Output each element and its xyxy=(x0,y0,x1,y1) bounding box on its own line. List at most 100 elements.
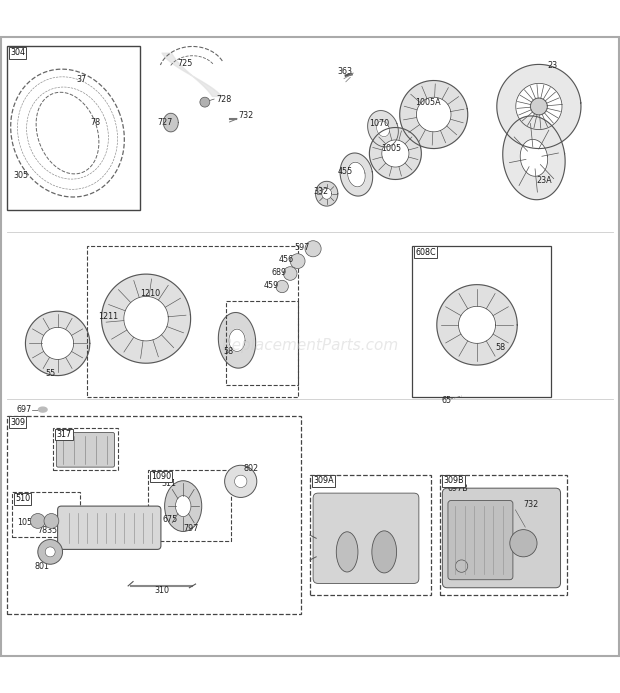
Text: 597: 597 xyxy=(294,243,310,252)
Text: 727: 727 xyxy=(448,565,463,574)
Text: 65: 65 xyxy=(442,396,452,405)
Text: 510: 510 xyxy=(15,494,30,503)
Polygon shape xyxy=(25,311,90,376)
Text: 363: 363 xyxy=(338,67,353,76)
Polygon shape xyxy=(316,182,338,206)
Polygon shape xyxy=(340,153,373,196)
Polygon shape xyxy=(229,329,245,351)
Bar xyxy=(148,471,231,541)
Circle shape xyxy=(45,547,55,557)
Text: 58: 58 xyxy=(223,347,234,356)
Polygon shape xyxy=(376,121,389,137)
Circle shape xyxy=(38,540,63,564)
Text: 309B: 309B xyxy=(443,476,464,485)
Text: 802: 802 xyxy=(243,464,259,473)
Text: 608C: 608C xyxy=(415,247,436,256)
Text: 513: 513 xyxy=(51,527,66,536)
Polygon shape xyxy=(417,97,451,132)
Text: 317: 317 xyxy=(56,430,71,439)
Polygon shape xyxy=(370,128,422,179)
Polygon shape xyxy=(348,162,365,187)
Ellipse shape xyxy=(175,495,191,516)
Text: 309: 309 xyxy=(10,418,25,427)
Text: 455: 455 xyxy=(337,167,352,176)
Polygon shape xyxy=(531,98,547,115)
Bar xyxy=(440,475,567,595)
Text: 725: 725 xyxy=(177,59,192,68)
Bar xyxy=(226,301,298,385)
Text: 727: 727 xyxy=(157,118,172,127)
Polygon shape xyxy=(38,407,47,412)
Bar xyxy=(310,475,431,595)
Text: 1005A: 1005A xyxy=(415,98,441,107)
Text: 1070: 1070 xyxy=(369,119,389,128)
Text: 801: 801 xyxy=(35,561,50,570)
Polygon shape xyxy=(368,111,398,147)
Polygon shape xyxy=(36,92,99,174)
Circle shape xyxy=(283,267,297,280)
Ellipse shape xyxy=(165,481,202,532)
Text: 23: 23 xyxy=(547,60,557,69)
Polygon shape xyxy=(516,83,562,130)
Text: 697B: 697B xyxy=(448,484,468,493)
Text: 728: 728 xyxy=(216,94,231,103)
Polygon shape xyxy=(503,116,565,200)
Polygon shape xyxy=(124,297,169,341)
Text: 459: 459 xyxy=(264,281,279,290)
Text: 1051: 1051 xyxy=(17,518,38,527)
Circle shape xyxy=(44,514,59,528)
Text: 732: 732 xyxy=(239,112,254,121)
Polygon shape xyxy=(400,80,467,148)
Text: 675: 675 xyxy=(163,515,178,524)
Circle shape xyxy=(224,465,257,498)
Circle shape xyxy=(276,280,288,292)
Text: 689: 689 xyxy=(272,267,287,277)
Circle shape xyxy=(290,254,305,269)
Polygon shape xyxy=(520,139,547,176)
Text: 783: 783 xyxy=(38,527,53,536)
Polygon shape xyxy=(497,64,581,148)
Bar xyxy=(412,245,551,397)
Bar xyxy=(7,46,140,211)
Text: 309A: 309A xyxy=(313,476,334,485)
Ellipse shape xyxy=(372,531,397,573)
FancyBboxPatch shape xyxy=(56,432,115,467)
Polygon shape xyxy=(42,327,74,360)
Text: 304: 304 xyxy=(10,49,25,58)
Polygon shape xyxy=(382,140,409,167)
Text: 305: 305 xyxy=(13,170,28,179)
Polygon shape xyxy=(218,313,255,368)
Circle shape xyxy=(305,240,321,257)
Text: 23A: 23A xyxy=(536,176,552,185)
Circle shape xyxy=(510,529,537,557)
Polygon shape xyxy=(102,274,190,363)
Bar xyxy=(7,416,301,614)
Text: 1210: 1210 xyxy=(140,290,160,299)
Bar xyxy=(53,428,118,471)
Text: 37: 37 xyxy=(77,75,87,84)
FancyBboxPatch shape xyxy=(448,500,513,580)
Text: 732: 732 xyxy=(523,500,539,509)
Circle shape xyxy=(30,514,45,528)
Bar xyxy=(12,493,80,537)
Polygon shape xyxy=(164,113,178,132)
Text: 311: 311 xyxy=(162,480,177,489)
Text: 78: 78 xyxy=(91,118,100,127)
Text: ReplacementParts.com: ReplacementParts.com xyxy=(221,337,399,353)
Polygon shape xyxy=(458,306,495,344)
Circle shape xyxy=(200,97,210,107)
Bar xyxy=(87,245,298,397)
FancyBboxPatch shape xyxy=(58,506,161,550)
FancyBboxPatch shape xyxy=(313,493,419,584)
Text: 456: 456 xyxy=(279,256,294,265)
Ellipse shape xyxy=(336,532,358,572)
Text: 1090: 1090 xyxy=(151,472,171,481)
Circle shape xyxy=(455,560,467,572)
Text: 797: 797 xyxy=(184,525,199,534)
Text: 1211: 1211 xyxy=(99,313,118,322)
Text: 1005: 1005 xyxy=(381,144,401,153)
FancyBboxPatch shape xyxy=(443,488,560,588)
Text: 58: 58 xyxy=(495,343,506,352)
Polygon shape xyxy=(437,285,517,365)
Text: 55: 55 xyxy=(45,369,55,378)
